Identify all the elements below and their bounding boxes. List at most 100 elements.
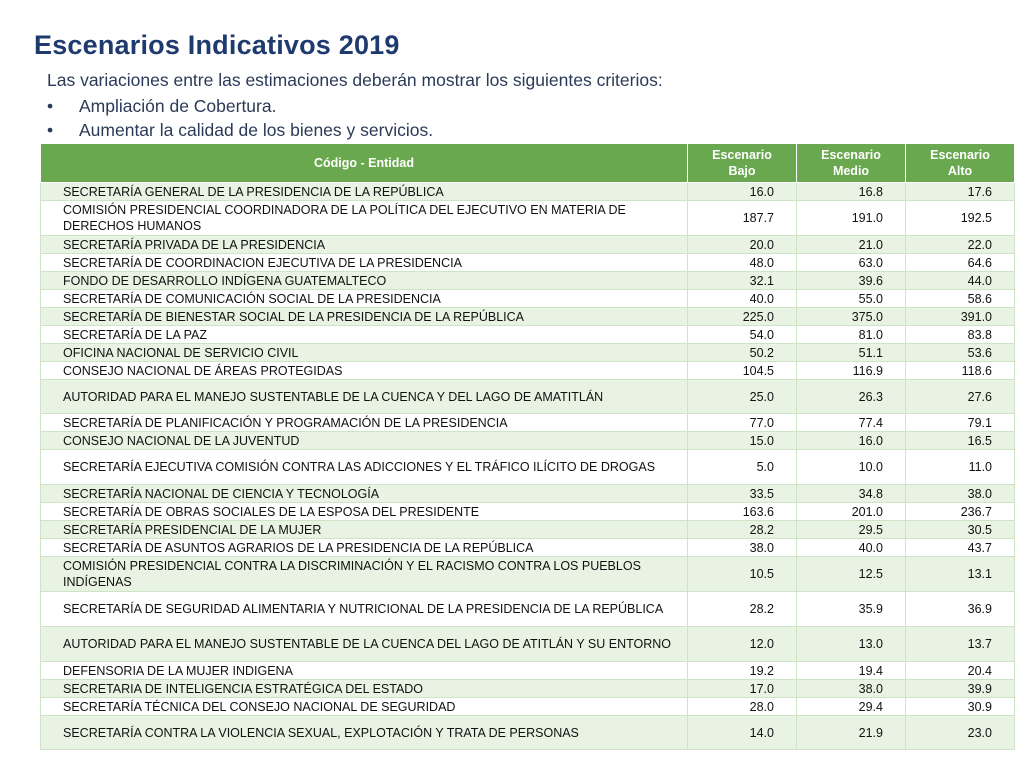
alto-cell: 36.9 (905, 591, 1015, 627)
alto-cell: 58.6 (905, 289, 1015, 308)
medio-cell: 26.3 (796, 379, 906, 414)
entity-cell: FONDO DE DESARROLLO INDÍGENA GUATEMALTEC… (40, 271, 688, 290)
table-row: SECRETARÍA TÉCNICA DEL CONSEJO NACIONAL … (40, 697, 1015, 716)
bajo-cell: 187.7 (687, 200, 797, 236)
bajo-cell: 54.0 (687, 325, 797, 344)
table-row: FONDO DE DESARROLLO INDÍGENA GUATEMALTEC… (40, 271, 1015, 290)
table-row: SECRETARÍA EJECUTIVA COMISIÓN CONTRA LAS… (40, 449, 1015, 485)
table-row: AUTORIDAD PARA EL MANEJO SUSTENTABLE DE … (40, 379, 1015, 414)
table-row: CONSEJO NACIONAL DE LA JUVENTUD 15.0 16.0 1… (40, 431, 1015, 450)
medio-cell: 77.4 (796, 413, 906, 432)
medio-cell: 16.0 (796, 431, 906, 450)
medio-cell: 51.1 (796, 343, 906, 362)
bajo-cell: 10.5 (687, 556, 797, 592)
medio-cell: 35.9 (796, 591, 906, 627)
alto-cell: 79.1 (905, 413, 1015, 432)
medio-cell: 12.5 (796, 556, 906, 592)
entity-cell: SECRETARÍA CONTRA LA VIOLENCIA SEXUAL, E… (40, 715, 688, 750)
header-medio: Escenario Medio (796, 143, 906, 183)
entity-cell: SECRETARÍA DE SEGURIDAD ALIMENTARIA Y NU… (40, 591, 688, 627)
medio-cell: 39.6 (796, 271, 906, 290)
table-row: SECRETARÍA DE BIENESTAR SOCIAL DE LA PRE… (40, 307, 1015, 326)
header-bajo: Escenario Bajo (687, 143, 797, 183)
alto-cell: 13.1 (905, 556, 1015, 592)
bajo-cell: 40.0 (687, 289, 797, 308)
entity-cell: COMISIÓN PRESIDENCIAL CONTRA LA DISCRIMI… (40, 556, 688, 592)
table-row: SECRETARÍA DE SEGURIDAD ALIMENTARIA Y NU… (40, 591, 1015, 627)
entity-cell: OFICINA NACIONAL DE SERVICIO CIVIL (40, 343, 688, 362)
bajo-cell: 16.0 (687, 182, 797, 201)
page-title: Escenarios Indicativos 2019 (34, 30, 400, 60)
table-row: SECRETARÍA CONTRA LA VIOLENCIA SEXUAL, E… (40, 715, 1015, 750)
alto-cell: 13.7 (905, 626, 1015, 662)
bajo-cell: 33.5 (687, 484, 797, 503)
table-row: SECRETARÍA DE OBRAS SOCIALES DE LA ESPOS… (40, 502, 1015, 521)
table-row: OFICINA NACIONAL DE SERVICIO CIVIL 50.2 51… (40, 343, 1015, 362)
entity-cell: AUTORIDAD PARA EL MANEJO SUSTENTABLE DE … (40, 626, 688, 662)
alto-cell: 16.5 (905, 431, 1015, 450)
entity-cell: SECRETARIA DE INTELIGENCIA ESTRATÉGICA D… (40, 679, 688, 698)
entity-cell: SECRETARÍA DE LA PAZ (40, 325, 688, 344)
alto-cell: 53.6 (905, 343, 1015, 362)
entity-cell: SECRETARÍA NACIONAL DE CIENCIA Y TECNOLO… (40, 484, 688, 503)
table-row: SECRETARÍA GENERAL DE LA PRESIDENCIA DE … (40, 182, 1015, 201)
bajo-cell: 38.0 (687, 538, 797, 557)
alto-cell: 236.7 (905, 502, 1015, 521)
alto-cell: 39.9 (905, 679, 1015, 698)
entity-cell: DEFENSORIA DE LA MUJER INDIGENA (40, 661, 688, 680)
entity-cell: SECRETARÍA DE BIENESTAR SOCIAL DE LA PRE… (40, 307, 688, 326)
medio-cell: 13.0 (796, 626, 906, 662)
table-row: SECRETARÍA PRESIDENCIAL DE LA MUJER 28.2 2… (40, 520, 1015, 539)
alto-cell: 20.4 (905, 661, 1015, 680)
medio-cell: 40.0 (796, 538, 906, 557)
alto-cell: 17.6 (905, 182, 1015, 201)
entity-cell: AUTORIDAD PARA EL MANEJO SUSTENTABLE DE … (40, 379, 688, 414)
entity-cell: SECRETARÍA TÉCNICA DEL CONSEJO NACIONAL … (40, 697, 688, 716)
header-entity: Código - Entidad (40, 143, 688, 183)
alto-cell: 27.6 (905, 379, 1015, 414)
bajo-cell: 5.0 (687, 449, 797, 485)
bajo-cell: 17.0 (687, 679, 797, 698)
table-row: SECRETARÍA PRIVADA DE LA PRESIDENCIA 20.0… (40, 235, 1015, 254)
bajo-cell: 15.0 (687, 431, 797, 450)
medio-cell: 29.4 (796, 697, 906, 716)
entity-cell: SECRETARÍA DE PLANIFICACIÓN Y PROGRAMACI… (40, 413, 688, 432)
table-row: CONSEJO NACIONAL DE ÁREAS PROTEGIDAS 104.… (40, 361, 1015, 380)
table-row: SECRETARÍA DE COORDINACION EJECUTIVA DE … (40, 253, 1015, 272)
medio-cell: 10.0 (796, 449, 906, 485)
scenarios-table: Código - Entidad Escenario Bajo Escenario… (40, 143, 1015, 750)
alto-cell: 83.8 (905, 325, 1015, 344)
medio-cell: 16.8 (796, 182, 906, 201)
medio-cell: 19.4 (796, 661, 906, 680)
medio-cell: 63.0 (796, 253, 906, 272)
bajo-cell: 28.2 (687, 591, 797, 627)
bajo-cell: 225.0 (687, 307, 797, 326)
alto-cell: 30.9 (905, 697, 1015, 716)
bajo-cell: 19.2 (687, 661, 797, 680)
entity-cell: SECRETARÍA GENERAL DE LA PRESIDENCIA DE … (40, 182, 688, 201)
bajo-cell: 163.6 (687, 502, 797, 521)
medio-cell: 191.0 (796, 200, 906, 236)
header-alto-label: Escenario Alto (930, 148, 990, 178)
bajo-cell: 104.5 (687, 361, 797, 380)
header-medio-label: Escenario Medio (821, 148, 881, 178)
table-row: DEFENSORIA DE LA MUJER INDIGENA 19.2 19.4 2… (40, 661, 1015, 680)
entity-cell: CONSEJO NACIONAL DE LA JUVENTUD (40, 431, 688, 450)
entity-cell: SECRETARÍA EJECUTIVA COMISIÓN CONTRA LAS… (40, 449, 688, 485)
bajo-cell: 28.2 (687, 520, 797, 539)
table-row: SECRETARIA DE INTELIGENCIA ESTRATÉGICA D… (40, 679, 1015, 698)
bajo-cell: 28.0 (687, 697, 797, 716)
alto-cell: 118.6 (905, 361, 1015, 380)
bajo-cell: 77.0 (687, 413, 797, 432)
alto-cell: 192.5 (905, 200, 1015, 236)
medio-cell: 29.5 (796, 520, 906, 539)
entity-cell: COMISIÓN PRESIDENCIAL COORDINADORA DE LA… (40, 200, 688, 236)
header-bajo-label: Escenario Bajo (712, 148, 772, 178)
criteria-intro: Las variaciones entre las estimaciones d… (47, 70, 663, 90)
table-row: COMISIÓN PRESIDENCIAL COORDINADORA DE LA… (40, 200, 1015, 236)
medio-cell: 21.0 (796, 235, 906, 254)
entity-cell: CONSEJO NACIONAL DE ÁREAS PROTEGIDAS (40, 361, 688, 380)
table-row: SECRETARÍA DE LA PAZ 54.0 81.0 83.8 (40, 325, 1015, 344)
alto-cell: 43.7 (905, 538, 1015, 557)
table-header-row: Código - Entidad Escenario Bajo Escenario… (40, 143, 1015, 183)
